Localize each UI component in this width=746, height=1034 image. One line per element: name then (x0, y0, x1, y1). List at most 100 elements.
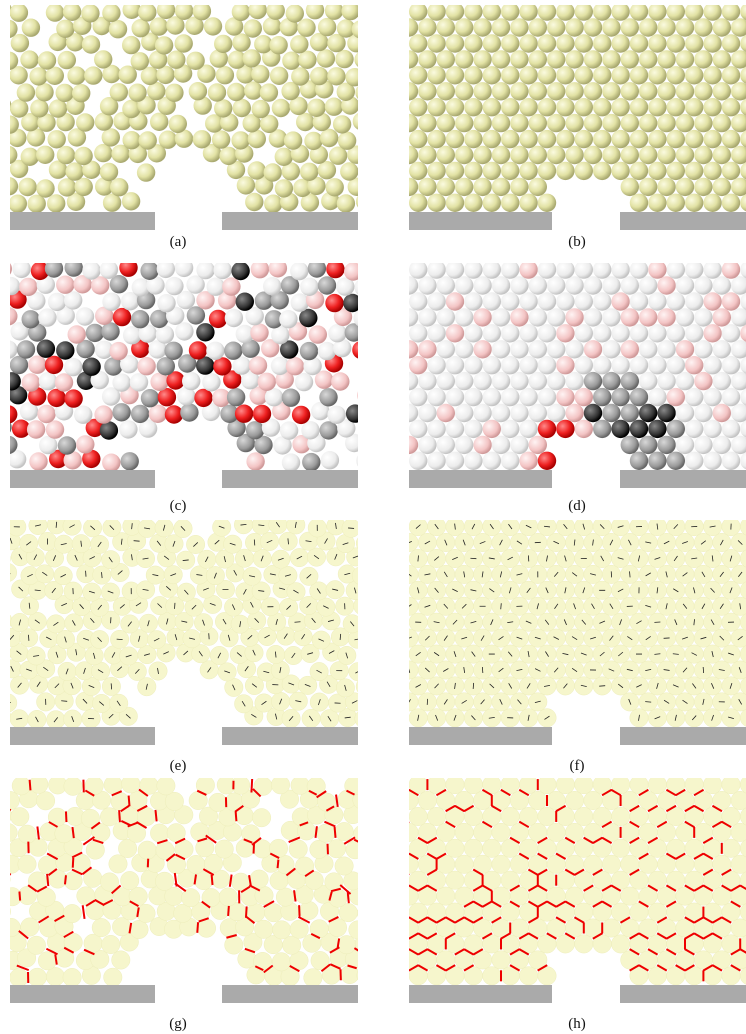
particle (437, 372, 455, 390)
particle (157, 1, 175, 19)
particle (492, 436, 510, 454)
particle (320, 129, 338, 147)
particle (356, 452, 374, 470)
particle (11, 808, 29, 826)
particle (630, 2, 648, 20)
particle (215, 840, 233, 858)
particle (72, 84, 90, 102)
particle (86, 841, 104, 859)
particle (538, 420, 556, 438)
particle (38, 952, 56, 970)
particle (361, 870, 379, 888)
particle (236, 293, 254, 311)
particle (740, 709, 746, 727)
particle (94, 405, 112, 423)
particle (343, 294, 361, 312)
particle (269, 259, 287, 277)
particle (648, 2, 666, 20)
particle (731, 18, 746, 36)
floor (409, 727, 552, 745)
particle (81, 4, 99, 22)
particle (282, 52, 300, 70)
particle (63, 904, 81, 922)
particle (359, 646, 377, 664)
particle (648, 66, 666, 84)
particle (510, 340, 528, 358)
particle (427, 420, 445, 438)
particle (547, 18, 565, 36)
particle (630, 34, 648, 52)
particle (45, 356, 63, 374)
particle (575, 34, 593, 52)
particle (676, 146, 694, 164)
particle (356, 192, 374, 210)
particle (304, 969, 322, 987)
contact-line (278, 860, 279, 868)
particle (529, 178, 547, 196)
particle (310, 67, 328, 85)
particle (621, 146, 639, 164)
particle (584, 18, 602, 36)
particle (584, 82, 602, 100)
particle (9, 195, 27, 213)
particle (175, 322, 193, 340)
particle (685, 260, 703, 278)
particle (30, 775, 48, 793)
particle (648, 98, 666, 116)
panel: (a) (0, 1, 392, 250)
particle (182, 372, 200, 390)
particle (722, 2, 740, 20)
particle (355, 83, 373, 101)
particle (359, 131, 377, 149)
particle (731, 791, 746, 809)
floor (222, 212, 358, 230)
particle (0, 195, 8, 213)
particle (740, 807, 746, 825)
particle (30, 99, 48, 117)
particle (446, 292, 464, 310)
particle (391, 775, 409, 793)
particle (165, 84, 183, 102)
particle (713, 276, 731, 294)
particle (56, 20, 74, 38)
particle (0, 260, 12, 278)
orientation-tick (5, 703, 11, 704)
particle (409, 162, 427, 180)
particle (703, 388, 721, 406)
particle (676, 340, 694, 358)
particle (237, 176, 255, 194)
contact-line (129, 796, 130, 807)
particle (510, 404, 528, 422)
particle (575, 324, 593, 342)
particle (75, 178, 93, 196)
particle (437, 436, 455, 454)
particle (731, 276, 746, 294)
particle (140, 262, 158, 280)
particle (740, 967, 746, 985)
particle (556, 324, 574, 342)
particle (501, 452, 519, 470)
particle (446, 260, 464, 278)
particle (740, 66, 746, 84)
particle (391, 903, 409, 921)
particle (194, 389, 212, 407)
particle (446, 34, 464, 52)
particle (556, 356, 574, 374)
particle (45, 259, 63, 277)
particle (473, 308, 491, 326)
particle (538, 292, 556, 310)
particle (109, 855, 127, 873)
particle (731, 50, 746, 68)
particle (703, 260, 721, 278)
particle (455, 340, 473, 358)
contact-line (8, 937, 9, 948)
particle (327, 67, 345, 85)
orientation-tick (0, 717, 5, 718)
particle (703, 452, 721, 470)
panel-label: (f) (570, 758, 585, 774)
orientation-tick (398, 684, 402, 688)
particle (519, 452, 537, 470)
panel-label: (b) (568, 234, 586, 250)
particle (639, 340, 657, 358)
particle (28, 356, 46, 374)
